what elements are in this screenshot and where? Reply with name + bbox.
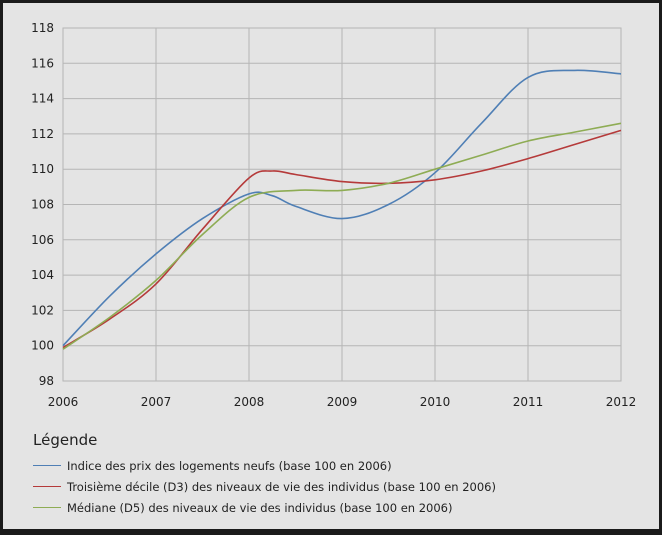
x-tick-label: 2010 bbox=[420, 395, 451, 409]
y-tick-label: 112 bbox=[31, 127, 54, 141]
legend-title: Légende bbox=[33, 431, 98, 449]
legend: Légende Indice des prix des logements ne… bbox=[33, 431, 496, 518]
x-tick-label: 2007 bbox=[141, 395, 172, 409]
y-tick-label: 106 bbox=[31, 233, 54, 247]
y-tick-label: 104 bbox=[31, 268, 54, 282]
legend-item: Indice des prix des logements neufs (bas… bbox=[33, 455, 496, 476]
series-line-mediane-d5 bbox=[62, 122, 622, 350]
x-tick-label: 2006 bbox=[48, 395, 79, 409]
y-tick-label: 102 bbox=[31, 303, 54, 317]
series-line-prix-logements bbox=[62, 69, 622, 347]
x-tick-label: 2009 bbox=[327, 395, 358, 409]
legend-swatch bbox=[33, 507, 61, 508]
legend-swatch bbox=[33, 486, 61, 487]
legend-label: Troisième décile (D3) des niveaux de vie… bbox=[67, 479, 496, 494]
legend-items: Indice des prix des logements neufs (bas… bbox=[33, 455, 496, 518]
y-tick-label: 110 bbox=[31, 162, 54, 176]
series-line-d3 bbox=[62, 129, 622, 349]
y-tick-label: 100 bbox=[31, 339, 54, 353]
x-tick-label: 2011 bbox=[513, 395, 544, 409]
legend-item: Médiane (D5) des niveaux de vie des indi… bbox=[33, 497, 496, 518]
line-chart: 2006 2007 2008 2009 2010 2011 2012 98 100 102 104 1… bbox=[31, 21, 637, 409]
y-tick-label: 98 bbox=[39, 374, 54, 388]
y-tick-label: 116 bbox=[31, 56, 54, 70]
plot-border bbox=[62, 27, 622, 382]
x-tick-label: 2012 bbox=[606, 395, 637, 409]
legend-label: Indice des prix des logements neufs (bas… bbox=[67, 458, 392, 473]
legend-item: Troisième décile (D3) des niveaux de vie… bbox=[33, 476, 496, 497]
chart-frame: 2006 2007 2008 2009 2010 2011 2012 98 100 102 104 1… bbox=[3, 3, 659, 529]
legend-label: Médiane (D5) des niveaux de vie des indi… bbox=[67, 500, 453, 515]
x-tick-label: 2008 bbox=[234, 395, 265, 409]
y-tick-label: 108 bbox=[31, 198, 54, 212]
legend-swatch bbox=[33, 465, 61, 466]
y-tick-label: 118 bbox=[31, 21, 54, 35]
y-tick-label: 114 bbox=[31, 92, 54, 106]
